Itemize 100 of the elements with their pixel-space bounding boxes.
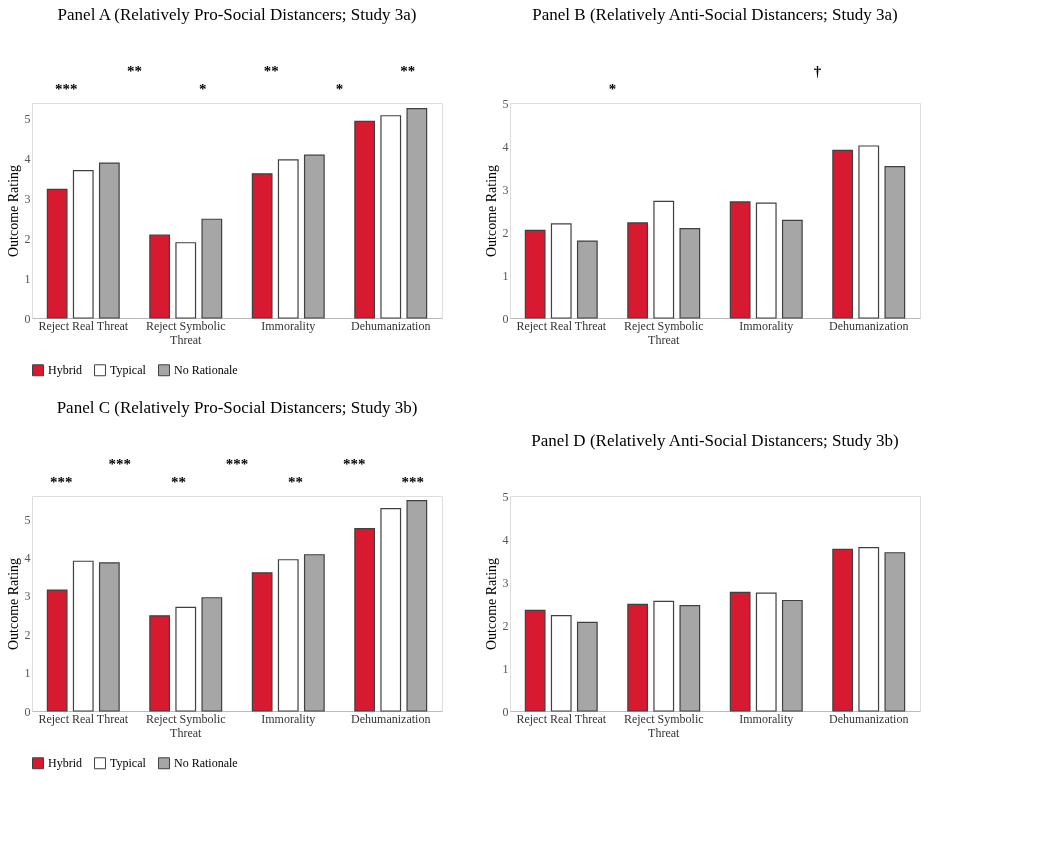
bar [884,166,906,319]
bar [46,188,68,319]
x-tick-label: Reject Symbolic Threat [623,711,704,740]
bar [98,562,120,712]
x-tick-label: Immorality [739,318,794,333]
legend-label: Typical [110,363,147,378]
bar [303,154,325,319]
bar [653,600,675,712]
bar [858,145,880,319]
y-tick-label: 5 [502,96,509,111]
y-tick-label: 5 [24,112,31,127]
bar [524,229,546,319]
y-tick-label: 0 [24,311,31,326]
y-tick-label: 0 [502,704,509,719]
x-tick-label: Reject Symbolic Threat [145,318,226,347]
y-tick-label: 2 [24,231,31,246]
chart-title: Panel C (Relatively Pro-Social Distancers; Study 3b) [56,398,418,417]
x-tick-label: Immorality [739,711,794,726]
bar [201,218,223,319]
bar [380,115,402,319]
text: *** [108,456,132,472]
x-tick-label: Dehumanization [829,318,909,333]
bar [729,201,751,319]
bar [832,149,854,319]
bar [354,120,376,319]
y-tick-label: 3 [24,192,31,207]
y-tick-label: 4 [502,139,509,154]
bar [303,554,325,712]
bar [729,591,751,712]
text: ** [127,63,142,79]
x-tick-label: Dehumanization [351,711,431,726]
bar [781,219,803,319]
x-tick-label: Dehumanization [351,318,431,333]
x-tick-label: Reject Symbolic Threat [145,711,226,740]
bar [149,615,171,712]
bar [755,202,777,319]
text: ** [400,63,416,79]
bar [406,107,428,319]
bar [251,173,273,319]
y-axis-title: Outcome Rating [483,557,499,651]
x-tick-label: Reject Real Threat [38,318,129,333]
text: * [608,81,617,97]
legend-label: No Rationale [174,756,238,771]
chart-title: Panel B (Relatively Anti-Social Distancers; Study 3a) [532,5,898,24]
bar [524,609,546,712]
y-tick-label: 2 [24,627,31,642]
bar [627,222,649,319]
bar [201,597,223,712]
bar [550,614,572,712]
bar [576,240,598,319]
bar [98,162,120,319]
bar [251,572,273,712]
y-axis-title: Outcome Rating [5,557,21,651]
bar [576,621,598,712]
text: ** [263,63,279,79]
text: *** [50,474,73,490]
y-tick-label: 4 [24,550,31,565]
x-tick-label: Dehumanization [829,711,909,726]
bar [72,170,94,319]
text: *** [225,456,249,472]
y-tick-label: 5 [502,489,509,504]
x-tick-label: Reject Real Threat [516,711,607,726]
y-tick-label: 1 [24,271,31,286]
bar [175,606,197,712]
bar [72,560,94,712]
x-tick-label: Reject Real Threat [38,711,129,726]
legend-label: Hybrid [48,756,82,771]
chart-title: Panel A (Relatively Pro-Social Distancers; Study 3a) [57,5,417,24]
y-tick-label: 1 [24,666,31,681]
bar [175,242,197,319]
y-tick-label: 1 [502,661,509,676]
bar [277,159,299,319]
legend-label: Typical [110,756,147,771]
y-tick-label: 0 [24,704,31,719]
bar [781,599,803,712]
text: * [199,81,207,97]
y-axis-title: Outcome Rating [5,164,21,258]
bar [884,552,906,712]
y-tick-label: 1 [502,268,509,283]
bar [627,603,649,712]
y-tick-label: 4 [24,152,31,167]
y-tick-label: 2 [502,618,509,633]
bar [679,227,701,319]
y-tick-label: 3 [24,589,31,604]
bar [380,508,402,712]
bar [277,559,299,712]
text: * [335,81,344,97]
x-tick-label: Reject Symbolic Threat [623,318,704,347]
bar [653,200,675,319]
text: *** [54,81,78,97]
legend-label: Hybrid [48,363,82,378]
bar [46,589,68,712]
bar [406,500,428,712]
bar [149,234,171,319]
text: *** [401,474,424,490]
y-tick-label: 4 [502,532,509,547]
bar [755,592,777,712]
x-tick-label: Immorality [261,318,316,333]
x-tick-label: Immorality [261,711,316,726]
text: ** [288,474,304,490]
